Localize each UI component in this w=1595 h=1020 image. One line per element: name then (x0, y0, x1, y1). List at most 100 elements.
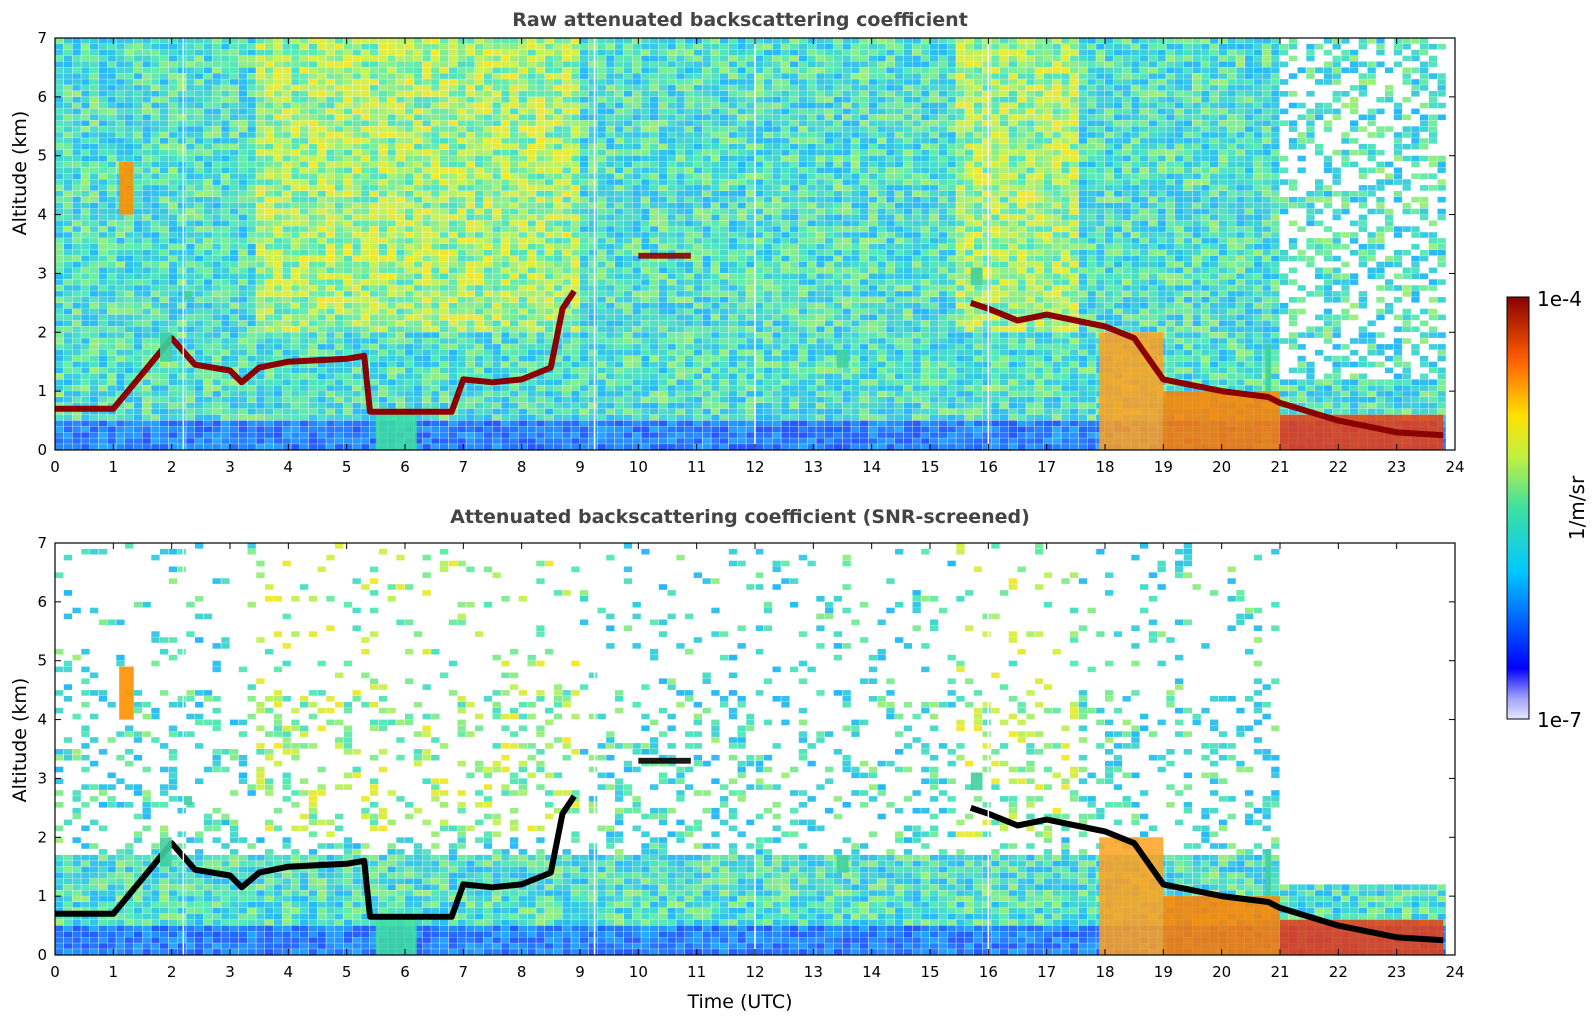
backscatter-cell (588, 220, 598, 227)
backscatter-cell (396, 67, 405, 73)
backscatter-cell (632, 361, 641, 368)
backscatter-cell (650, 108, 659, 115)
backscatter-cell (536, 291, 545, 297)
backscatter-cell (650, 349, 659, 356)
backscatter-cell (186, 426, 195, 433)
backscatter-cell (492, 55, 501, 62)
backscatter-cell (256, 102, 265, 109)
backscatter-cell (230, 43, 239, 50)
backscatter-cell (623, 238, 633, 244)
backscatter-cell (300, 67, 309, 73)
backscatter-cell (553, 426, 563, 433)
backscatter-cell (606, 385, 615, 391)
backscatter-cell (378, 55, 388, 62)
backscatter-cell (588, 149, 598, 156)
backscatter-cell (186, 238, 195, 244)
backscatter-cell (527, 155, 536, 162)
backscatter-cell (230, 285, 239, 291)
backscatter-cell (265, 420, 274, 427)
backscatter-cell (510, 444, 519, 450)
backscatter-cell (501, 244, 510, 250)
backscatter-cell (265, 114, 274, 121)
backscatter-cell (107, 108, 116, 115)
backscatter-cell (300, 432, 309, 438)
backscatter-cell (361, 102, 370, 109)
backscatter-cell (545, 385, 554, 391)
backscatter-cell (510, 414, 519, 421)
backscatter-cell (343, 444, 353, 450)
backscatter-cell (247, 91, 256, 97)
backscatter-cell (90, 49, 99, 56)
backscatter-cell (125, 43, 134, 50)
backscatter-cell (606, 314, 615, 321)
backscatter-cell (273, 414, 283, 421)
backscatter-cell (177, 273, 186, 279)
backscatter-cell (658, 173, 668, 179)
backscatter-cell (501, 196, 510, 203)
backscatter-cell (221, 397, 230, 403)
backscatter-cell (413, 120, 423, 126)
backscatter-cell (422, 308, 431, 315)
backscatter-cell (133, 438, 143, 444)
backscatter-cell (81, 238, 90, 244)
backscatter-cell (623, 326, 633, 332)
backscatter-cell (186, 214, 195, 221)
backscatter-cell (352, 114, 361, 121)
backscatter-cell (212, 232, 221, 238)
backscatter-cell (422, 161, 431, 168)
backscatter-cell (413, 126, 423, 132)
backscatter-cell (623, 38, 633, 44)
backscatter-cell (343, 267, 353, 274)
backscatter-cell (177, 426, 186, 433)
backscatter-cell (405, 385, 414, 391)
backscatter-cell (588, 408, 598, 415)
backscatter-cell (396, 349, 405, 356)
backscatter-cell (387, 67, 396, 73)
backscatter-cell (308, 273, 318, 279)
backscatter-cell (632, 267, 641, 274)
backscatter-cell (483, 143, 493, 150)
backscatter-cell (632, 143, 641, 150)
backscatter-cell (256, 232, 265, 238)
backscatter-cell (466, 261, 475, 268)
backscatter-cell (571, 326, 580, 332)
backscatter-cell (247, 291, 256, 297)
backscatter-cell (405, 244, 414, 250)
backscatter-cell (518, 314, 527, 321)
backscatter-cell (667, 102, 676, 109)
backscatter-cell (510, 302, 519, 309)
backscatter-cell (55, 38, 64, 44)
backscatter-cell (588, 55, 598, 62)
backscatter-cell (282, 173, 291, 179)
backscatter-cell (186, 179, 195, 185)
backscatter-cell (553, 138, 563, 144)
backscatter-cell (212, 179, 221, 185)
backscatter-cell (343, 102, 353, 109)
backscatter-cell (518, 79, 527, 85)
backscatter-cell (291, 179, 300, 185)
backscatter-cell (160, 314, 169, 321)
backscatter-cell (308, 149, 318, 156)
backscatter-cell (238, 108, 248, 115)
backscatter-cell (361, 267, 370, 274)
backscatter-cell (177, 126, 186, 132)
backscatter-cell (230, 297, 239, 303)
backscatter-cell (501, 161, 510, 168)
backscatter-cell (483, 397, 493, 403)
backscatter-cell (107, 202, 116, 209)
backscatter-cell (317, 244, 326, 250)
backscatter-cell (125, 138, 134, 144)
backscatter-cell (545, 179, 554, 185)
backscatter-cell (580, 138, 589, 144)
backscatter-cell (282, 291, 291, 297)
backscatter-cell (72, 249, 81, 256)
backscatter-cell (588, 79, 598, 85)
backscatter-cell (553, 185, 563, 191)
backscatter-cell (195, 444, 204, 450)
backscatter-cell (300, 255, 309, 262)
backscatter-cell (335, 220, 344, 227)
backscatter-cell (483, 96, 493, 103)
backscatter-cell (370, 402, 379, 409)
backscatter-cell (221, 43, 230, 50)
backscatter-cell (475, 208, 484, 215)
